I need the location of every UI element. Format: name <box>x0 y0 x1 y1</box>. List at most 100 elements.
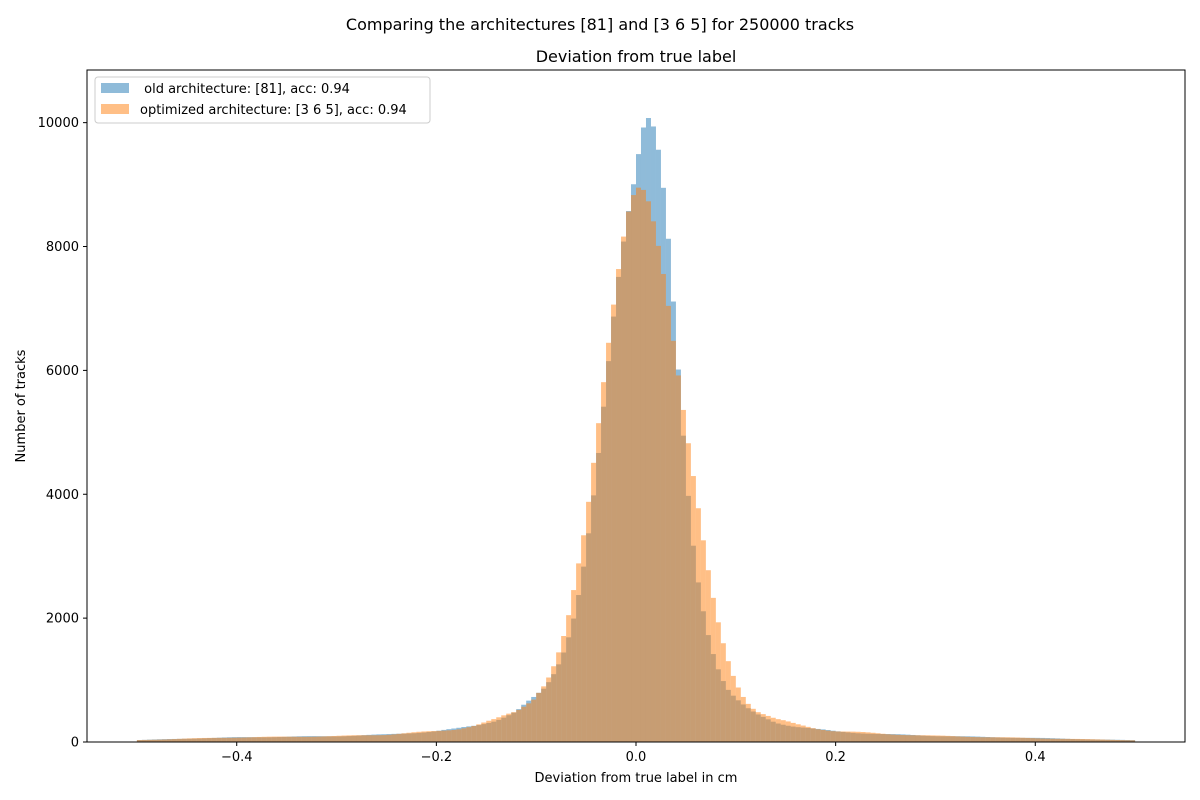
histogram-bar <box>930 735 936 742</box>
histogram-bar <box>206 737 212 742</box>
histogram-bar <box>156 739 162 742</box>
histogram-bar <box>591 462 597 742</box>
histogram-bar <box>720 643 726 742</box>
histogram-bar <box>391 734 397 742</box>
histogram-bar <box>216 737 222 742</box>
histogram-bar <box>531 699 537 742</box>
y-tick-label: 0 <box>71 736 79 751</box>
histogram-bar <box>700 540 706 742</box>
x-tick-label: 0.4 <box>1025 750 1046 765</box>
histogram-bar <box>546 677 552 742</box>
y-tick-label: 8000 <box>46 240 79 255</box>
histogram-bar <box>306 736 312 742</box>
histogram-bar <box>251 737 257 742</box>
histogram-bar <box>765 715 771 742</box>
histogram-bar <box>221 737 227 742</box>
series-1-bars <box>136 187 1136 743</box>
histogram-bar <box>581 535 587 742</box>
histogram-bar <box>865 732 871 742</box>
histogram-bar <box>940 735 946 742</box>
histogram-bar <box>685 443 691 742</box>
histogram-bar <box>466 727 472 742</box>
histogram-bar <box>760 714 766 742</box>
histogram-bar <box>1065 738 1071 742</box>
histogram-bar <box>296 736 302 742</box>
y-axis-ticks: 0 2000 4000 6000 8000 10000 <box>38 116 87 751</box>
histogram-bar <box>411 732 417 742</box>
histogram-bar <box>825 730 831 742</box>
histogram-bar <box>680 409 686 742</box>
histogram-bar <box>481 722 487 742</box>
histogram-bar <box>341 735 347 742</box>
histogram-bar <box>695 508 701 742</box>
histogram-bar <box>636 187 641 742</box>
histogram-bar <box>1035 738 1041 742</box>
histogram-bar <box>655 245 661 742</box>
histogram-bar <box>256 736 262 742</box>
histogram-bar <box>441 730 447 742</box>
histogram-bar <box>840 731 846 742</box>
histogram-bar <box>291 736 297 742</box>
histogram-bar <box>606 342 612 742</box>
histogram-bar <box>1105 739 1111 742</box>
x-axis-ticks: −0.4 −0.2 0.0 0.2 0.4 <box>221 742 1046 765</box>
histogram-bar <box>171 739 177 742</box>
y-axis-label: Number of tracks <box>14 349 29 462</box>
histogram-bar <box>281 736 287 742</box>
histogram-bar <box>750 708 756 742</box>
x-axis-label: Deviation from true label in cm <box>535 771 738 786</box>
x-tick-label: −0.2 <box>421 750 453 765</box>
histogram-bar <box>875 733 881 742</box>
histogram-bar <box>421 731 427 742</box>
histogram-bar <box>845 731 851 742</box>
histogram-bar <box>246 737 252 742</box>
histogram-bar <box>571 590 577 742</box>
histogram-bar <box>835 731 841 742</box>
histogram-bar <box>266 736 272 742</box>
histogram-bar <box>301 736 307 742</box>
histogram-bar <box>710 597 716 742</box>
histogram-bar <box>980 737 986 742</box>
histogram-bar <box>621 236 627 742</box>
histogram-bar <box>880 733 886 742</box>
histogram-bar <box>316 736 322 742</box>
histogram-bar <box>965 736 971 742</box>
histogram-bar <box>476 724 482 742</box>
histogram-bar <box>201 737 207 742</box>
histogram-bar <box>1015 737 1021 742</box>
histogram-bar <box>401 733 407 742</box>
histogram-bar <box>870 732 876 742</box>
histogram-bar <box>1120 740 1126 742</box>
legend-swatch-optimized-architecture <box>101 104 129 114</box>
histogram-bar <box>601 382 607 742</box>
histogram-bar <box>690 476 696 742</box>
histogram-bar <box>715 622 721 742</box>
histogram-bar <box>366 735 372 742</box>
histogram-bar <box>1045 738 1051 742</box>
histogram-bar <box>1025 737 1031 742</box>
histogram-bar <box>745 703 751 742</box>
histogram-bar <box>1085 739 1091 742</box>
histogram-bar <box>1060 738 1066 742</box>
histogram-bar <box>616 269 622 742</box>
x-tick-label: 0.0 <box>626 750 647 765</box>
histogram-bar <box>181 738 187 742</box>
histogram-bar <box>226 737 232 742</box>
histogram-bar <box>271 736 277 742</box>
histogram-bar <box>521 706 527 742</box>
histogram-bar <box>1100 739 1106 742</box>
histogram-bar <box>396 733 402 742</box>
histogram-bar <box>675 375 681 742</box>
histogram-bar <box>146 739 152 742</box>
legend-label-old-architecture: old architecture: [81], acc: 0.94 <box>140 82 350 97</box>
histogram-bar <box>795 724 801 742</box>
legend-swatch-old-architecture <box>101 83 129 93</box>
histogram-bar <box>1040 738 1046 742</box>
x-tick-label: 0.2 <box>825 750 846 765</box>
histogram-bar <box>800 725 806 742</box>
histogram-bar <box>326 736 332 742</box>
x-tick-label: −0.4 <box>221 750 253 765</box>
histogram-bar <box>136 740 142 742</box>
histogram-bar <box>925 735 931 742</box>
histogram-bar <box>1005 737 1011 742</box>
